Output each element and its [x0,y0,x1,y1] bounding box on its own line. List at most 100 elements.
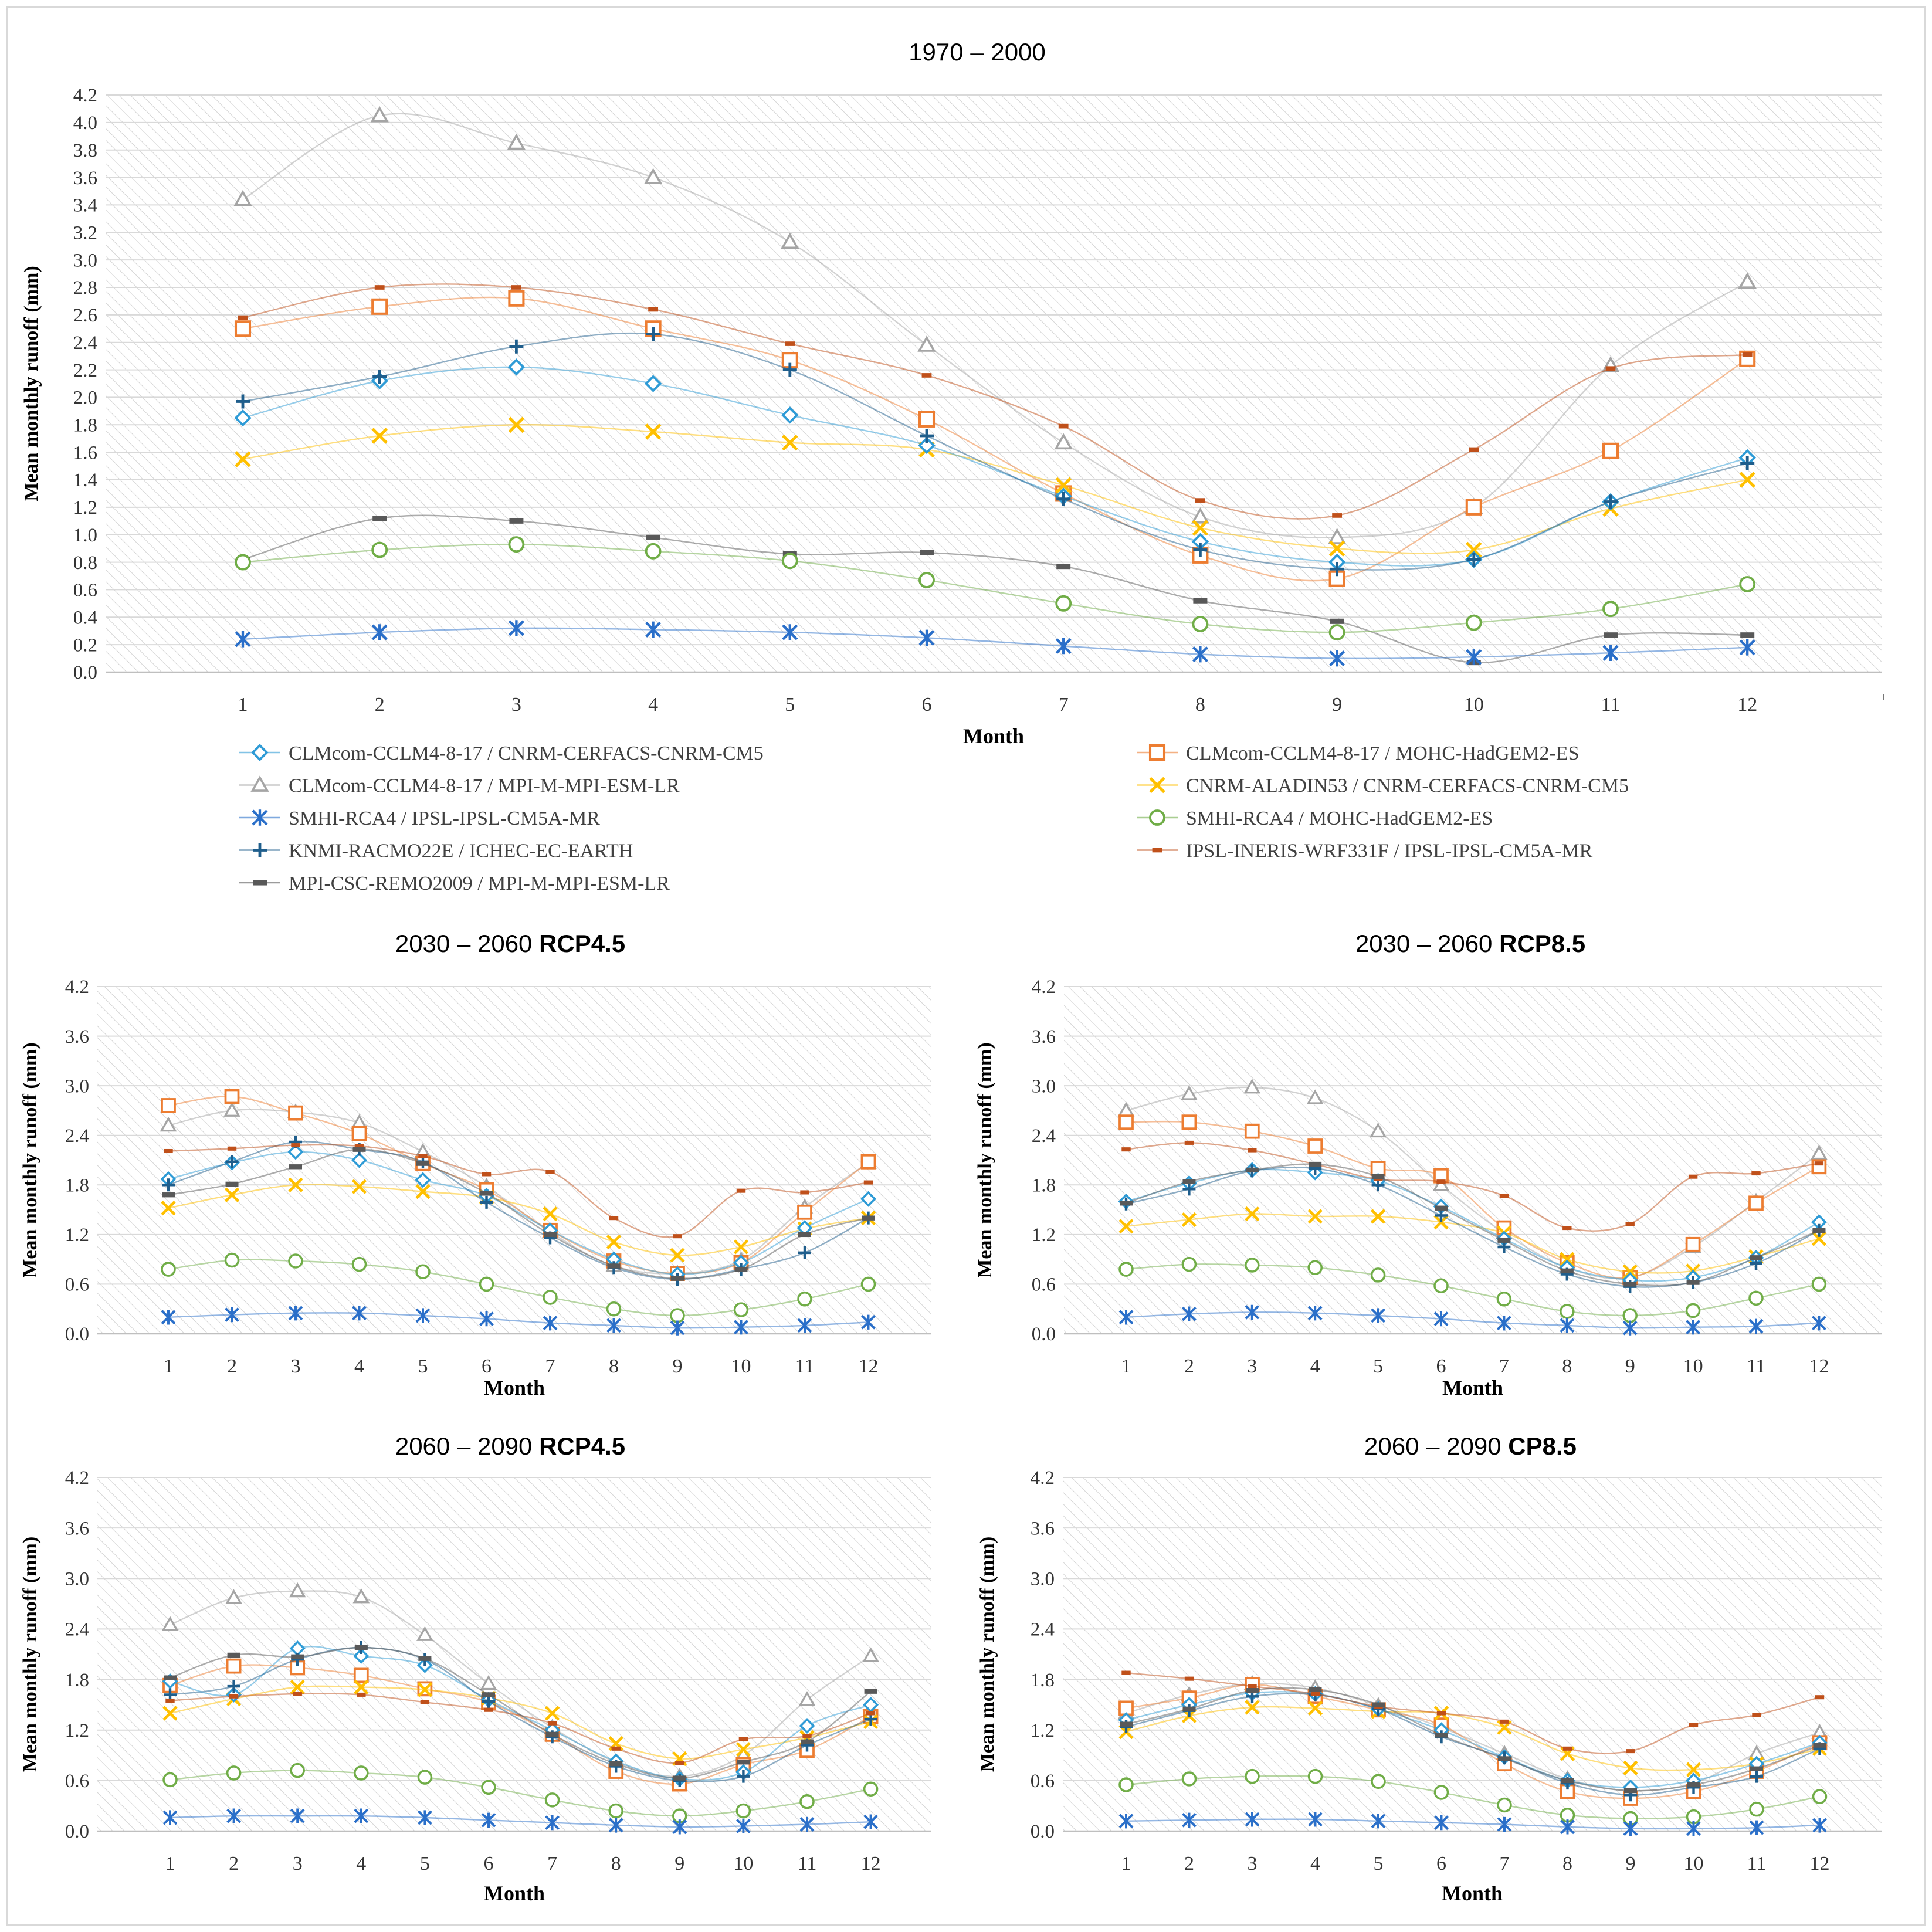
series-remo [164,1645,877,1781]
legend-item-remo: MPI-CSC-REMO2009 / MPI-M-MPI-ESM-LR [239,873,670,894]
point-rca_ipsl-7 [1497,1816,1512,1832]
y-tick-label: 3.4 [73,195,97,216]
point-rca_mohc-2 [1181,1771,1197,1787]
x-tick-label: 5 [420,1853,430,1875]
legend-item-rca_mohc: SMHI-RCA4 / MOHC-HadGEM2-ES [1137,808,1493,829]
point-ccl_mpi-2 [225,1589,242,1604]
y-tick-label: 3.2 [73,223,97,244]
point-remo-8 [1561,1778,1574,1784]
x-tick-label: 4 [354,1355,364,1377]
point-aladin-10 [733,1239,749,1255]
legend-item-ccl_cnrm: CLMcom-CCLM4-8-17 / CNRM-CERFACS-CNRM-CM… [239,743,764,764]
y-axis-label: Mean monthly runoff (mm) [21,266,42,501]
point-aladin-4 [1307,1209,1323,1224]
point-aladin-12 [1739,472,1755,488]
chart-panel-5: 0.00.61.21.82.43.03.64.21 2 3 4 5 6 7 8 9 10 11 122… [977,1432,1882,1905]
point-wrf-1 [1121,1147,1131,1152]
point-racmo-8 [1193,543,1208,557]
point-wrf-9 [673,1234,682,1239]
point-rca_ipsl-3 [1245,1304,1260,1320]
legend-marker [253,843,267,857]
point-rca_ipsl-12 [1739,639,1755,656]
x-tick-label: 4 [648,694,658,716]
point-ccl_mohc-1 [161,1098,176,1113]
point-ccl_mpi-6 [1432,1176,1450,1191]
point-aladin-7 [1055,477,1072,494]
point-ccl_mpi-2 [1181,1085,1198,1100]
point-ccl_mpi-12 [1738,272,1757,289]
point-aladin-4 [1307,1700,1323,1716]
x-tick-label: 7 [545,1355,555,1377]
x-axis-label: Month [1442,1882,1503,1905]
point-racmo-6 [1435,1209,1448,1222]
point-ccl_mpi-3 [289,1582,306,1598]
point-rca_ipsl-3 [288,1306,303,1321]
point-wrf-9 [1332,513,1342,518]
point-racmo-11 [798,1246,811,1259]
point-aladin-8 [1192,520,1209,536]
series-wrf [1121,1140,1824,1232]
point-wrf-3 [291,1143,300,1148]
series-remo [1120,1687,1826,1794]
point-ccl_mohc-12 [860,1154,876,1170]
point-ccl_mohc-10 [1685,1236,1701,1252]
series-line-aladin [1126,1706,1820,1771]
point-rca_ipsl-6 [1434,1815,1449,1831]
x-tick-label: 12 [1810,1853,1830,1875]
y-tick-label: 1.8 [1032,1175,1056,1197]
point-remo-2 [372,516,387,521]
x-tick-label: 3 [293,1853,303,1875]
point-rca_ipsl-7 [543,1316,558,1331]
point-racmo-3 [509,339,524,354]
point-ccl_mohc-3 [288,1105,303,1121]
series-rca_ipsl [235,620,1755,667]
point-racmo-6 [480,1195,493,1209]
point-remo-6 [920,550,934,555]
series-line-ccl_mohc [242,296,1748,582]
point-rca_ipsl-12 [1811,1316,1826,1331]
point-wrf-6 [1436,1711,1446,1716]
point-remo-2 [1182,1179,1196,1184]
point-rca_mohc-12 [860,1276,876,1292]
y-tick-label: 1.2 [65,1225,89,1246]
series-ccl_mohc [1118,1114,1827,1286]
x-tick-label: 3 [1248,1853,1258,1875]
point-rca_mohc-9 [1622,1308,1638,1323]
point-ccl_mpi-6 [480,1675,497,1690]
point-rca_ipsl-1 [1118,1814,1134,1829]
series-line-wrf [168,1144,869,1238]
point-rca_ipsl-12 [861,1314,876,1330]
legend-label: CLMcom-CCLM4-8-17 / MOHC-HadGEM2-ES [1186,743,1580,764]
point-rca_ipsl-6 [481,1812,496,1828]
point-ccl_mpi-2 [223,1101,240,1117]
point-wrf-5 [1373,1177,1383,1181]
point-aladin-9 [1328,540,1345,557]
series-rca_ipsl [1118,1812,1827,1836]
y-tick-label: 0.6 [1031,1771,1055,1792]
series-wrf [1121,1670,1825,1754]
chart-title: 2030 – 2060 RCP4.5 [395,930,625,957]
y-tick-label: 1.8 [1031,1670,1055,1691]
series-line-rca_mohc [242,543,1748,633]
y-tick-label: 2.2 [73,360,97,381]
x-tick-label: 2 [227,1355,237,1377]
legend-marker [1149,777,1165,794]
point-rca_ipsl-4 [352,1306,367,1321]
point-ccl_mpi-3 [507,133,526,150]
series-line-ccl_mpi [242,113,1748,538]
y-tick-label: 1.2 [1032,1225,1056,1246]
point-aladin-2 [371,428,388,444]
point-rca_mohc-1 [1118,1262,1134,1277]
x-tick-label: 9 [674,1853,684,1875]
legend-marker [250,775,269,792]
point-wrf-5 [420,1700,430,1704]
point-rca_mohc-2 [1181,1256,1197,1272]
point-rca_mohc-5 [415,1264,431,1280]
point-rca_mohc-8 [1192,616,1209,632]
point-rca_ipsl-9 [1329,650,1345,667]
point-remo-1 [164,1675,177,1680]
point-aladin-7 [543,1206,558,1222]
point-rca_mohc-8 [1560,1304,1575,1319]
point-wrf-4 [357,1692,366,1697]
point-rca_mohc-12 [863,1781,879,1797]
